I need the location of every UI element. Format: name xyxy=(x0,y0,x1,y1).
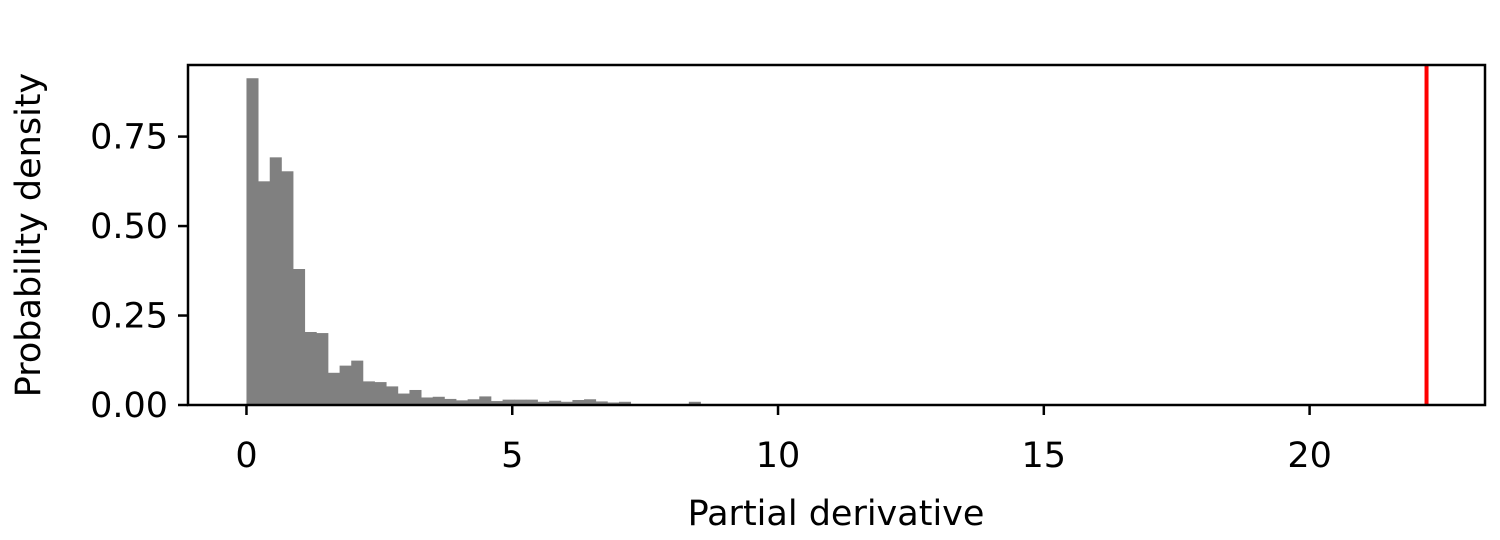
histogram-bar xyxy=(374,382,387,405)
histogram-bar xyxy=(502,399,515,405)
histogram-bar xyxy=(409,389,422,405)
histogram-bar xyxy=(281,171,294,405)
histogram-bar xyxy=(595,401,608,405)
x-tick-label: 20 xyxy=(1287,436,1332,476)
histogram-bar xyxy=(351,360,364,405)
histogram-bar xyxy=(525,399,538,405)
histogram-bar xyxy=(490,401,503,405)
y-tick-label: 0.75 xyxy=(90,118,168,158)
histogram-bar xyxy=(386,386,399,405)
histogram-bar xyxy=(327,372,340,405)
y-axis-title: Probability density xyxy=(9,73,49,397)
x-axis-title: Partial derivative xyxy=(688,494,985,534)
x-tick-label: 10 xyxy=(756,436,801,476)
histogram-bars xyxy=(246,78,701,406)
histogram-bar xyxy=(467,399,480,405)
plot-frame xyxy=(186,63,1487,407)
x-axis: 0 5 10 15 20 xyxy=(235,405,1332,476)
histogram-bar xyxy=(607,402,620,405)
histogram-bar xyxy=(444,398,457,405)
histogram-bar xyxy=(316,333,329,405)
histogram-bar xyxy=(362,381,375,405)
x-tick-label: 15 xyxy=(1022,436,1067,476)
histogram-bar xyxy=(421,397,434,405)
histogram-bar xyxy=(397,393,410,405)
histogram-bar xyxy=(269,157,282,405)
x-tick-label: 5 xyxy=(501,436,523,476)
histogram-bar xyxy=(560,401,573,405)
histogram-bar xyxy=(456,400,469,405)
histogram-bar xyxy=(514,399,527,405)
y-tick-label: 0.25 xyxy=(90,297,168,337)
histogram-bar xyxy=(258,181,271,405)
histogram-bar xyxy=(688,401,701,405)
histogram-bar xyxy=(572,399,585,405)
histogram-bar xyxy=(304,331,317,405)
histogram-bar xyxy=(339,365,352,405)
histogram-bar xyxy=(246,78,259,406)
histogram-bar xyxy=(479,396,492,405)
histogram-bar xyxy=(549,400,562,405)
histogram-bar xyxy=(432,396,445,405)
y-tick-label: 0.00 xyxy=(90,386,168,426)
x-tick-label: 0 xyxy=(235,436,257,476)
histogram-bar xyxy=(293,269,306,405)
histogram-bar xyxy=(584,399,597,405)
histogram-bar xyxy=(618,401,632,405)
histogram-bar xyxy=(537,401,550,405)
y-tick-label: 0.50 xyxy=(90,207,168,247)
y-axis: 0.00 0.25 0.50 0.75 xyxy=(90,118,188,426)
